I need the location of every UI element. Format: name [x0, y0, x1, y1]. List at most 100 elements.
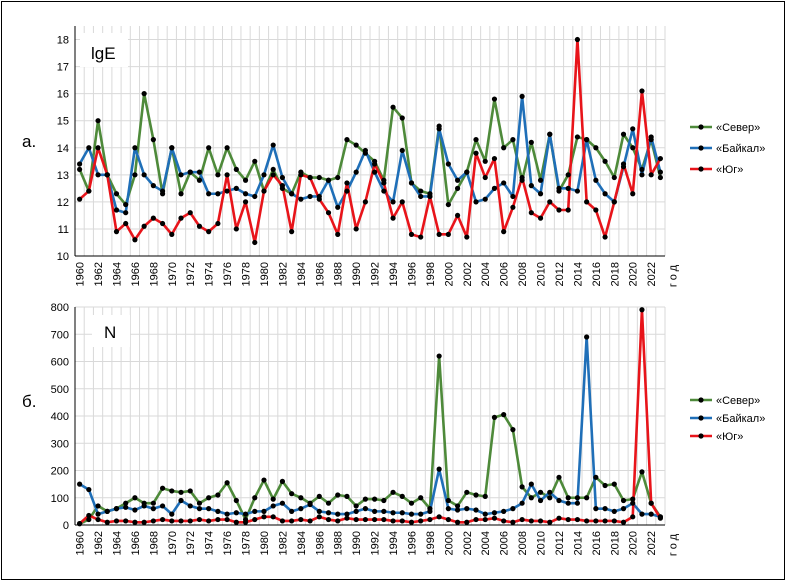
- data-point: [565, 185, 571, 191]
- x-tick-label: 1992: [370, 531, 382, 555]
- y-tick-label: 0: [63, 520, 69, 532]
- data-point: [141, 519, 147, 525]
- x-tick-label: 1996: [406, 262, 418, 286]
- data-point: [95, 511, 101, 517]
- data-point: [482, 158, 488, 164]
- data-point: [316, 514, 322, 520]
- data-point: [279, 518, 286, 524]
- data-point: [390, 510, 396, 516]
- data-point: [611, 199, 617, 205]
- data-point: [547, 489, 553, 495]
- data-point: [215, 508, 221, 514]
- x-tick-label: 1984: [296, 262, 308, 286]
- data-point: [86, 486, 92, 493]
- data-point: [593, 518, 599, 524]
- data-point: [602, 506, 608, 512]
- data-point: [233, 166, 239, 173]
- y-tick-label: 18: [57, 35, 69, 47]
- data-point: [630, 514, 636, 520]
- data-point: [602, 518, 608, 524]
- data-point: [491, 155, 498, 162]
- data-point: [593, 474, 599, 480]
- x-tick-label: 2008: [517, 531, 529, 555]
- legend-label: «Байкал»: [716, 143, 765, 155]
- data-point: [556, 185, 562, 191]
- data-point: [316, 508, 322, 514]
- data-point: [491, 414, 498, 420]
- data-point: [316, 196, 322, 202]
- data-point: [242, 519, 249, 525]
- x-tick-label: 2006: [499, 531, 511, 555]
- data-point: [362, 506, 368, 512]
- data-point: [473, 137, 479, 143]
- data-point: [270, 166, 276, 173]
- data-point: [620, 131, 627, 137]
- data-point: [491, 510, 498, 516]
- x-tick-label: 2014: [572, 531, 584, 555]
- data-point: [510, 193, 516, 200]
- data-point: [372, 496, 378, 502]
- y-axis-b: 0 100 200 300 400 500 600 700 800: [51, 302, 76, 532]
- data-point: [501, 229, 507, 235]
- data-point: [252, 239, 258, 246]
- x-tick-label: 2018: [609, 262, 621, 286]
- data-point: [77, 161, 83, 167]
- x-tick-label: 1980: [259, 262, 271, 286]
- data-point: [187, 503, 193, 509]
- data-point: [464, 519, 470, 525]
- chart-title-a: lgE: [91, 44, 116, 63]
- data-point: [574, 188, 581, 194]
- data-point: [132, 237, 138, 243]
- data-point: [132, 145, 138, 151]
- data-point: [325, 210, 332, 216]
- title-box-a: [80, 33, 128, 67]
- x-tick-label: 1978: [241, 262, 253, 286]
- data-point: [77, 521, 83, 527]
- data-point: [270, 172, 276, 178]
- legend-marker: [698, 433, 704, 439]
- series-line: [78, 95, 662, 215]
- x-tick-label: 2016: [591, 262, 603, 286]
- data-point: [648, 511, 654, 517]
- data-point: [187, 210, 193, 216]
- data-point: [307, 501, 313, 508]
- data-point: [611, 508, 617, 514]
- data-point: [279, 183, 286, 189]
- data-point: [381, 180, 387, 186]
- data-point: [196, 516, 203, 523]
- data-point: [169, 145, 175, 151]
- x-tick-label: 2000: [443, 262, 455, 286]
- data-point: [528, 495, 534, 501]
- data-point: [482, 196, 488, 202]
- data-point: [298, 172, 304, 178]
- data-point: [289, 508, 295, 514]
- data-point: [528, 210, 534, 216]
- x-tick-label: 1982: [277, 262, 289, 286]
- data-point: [547, 495, 553, 501]
- data-point: [584, 518, 590, 524]
- series-lines-a: [78, 38, 662, 244]
- panel-label-b: б.: [22, 392, 36, 411]
- data-point: [482, 511, 488, 517]
- data-point: [491, 515, 498, 521]
- data-point: [372, 516, 378, 523]
- x-tick-label: 2000: [443, 531, 455, 555]
- x-tick-label: 1968: [148, 531, 160, 555]
- x-tick-label: 2008: [517, 262, 529, 286]
- data-point: [335, 518, 341, 524]
- x-axis-a: 1960 1962 1964 1966 1968 1970 1972 1974 1976 1978…: [75, 255, 679, 287]
- data-point: [325, 516, 332, 523]
- data-point: [510, 204, 516, 210]
- data-point: [620, 497, 627, 504]
- data-point: [141, 91, 147, 97]
- data-point: [454, 503, 461, 509]
- data-point: [454, 177, 461, 183]
- data-point: [418, 234, 424, 240]
- data-point: [316, 493, 322, 499]
- data-point: [279, 478, 286, 484]
- data-point: [344, 180, 350, 186]
- data-point: [252, 516, 258, 523]
- data-point: [307, 174, 313, 181]
- data-point: [501, 145, 507, 151]
- data-point: [593, 506, 599, 512]
